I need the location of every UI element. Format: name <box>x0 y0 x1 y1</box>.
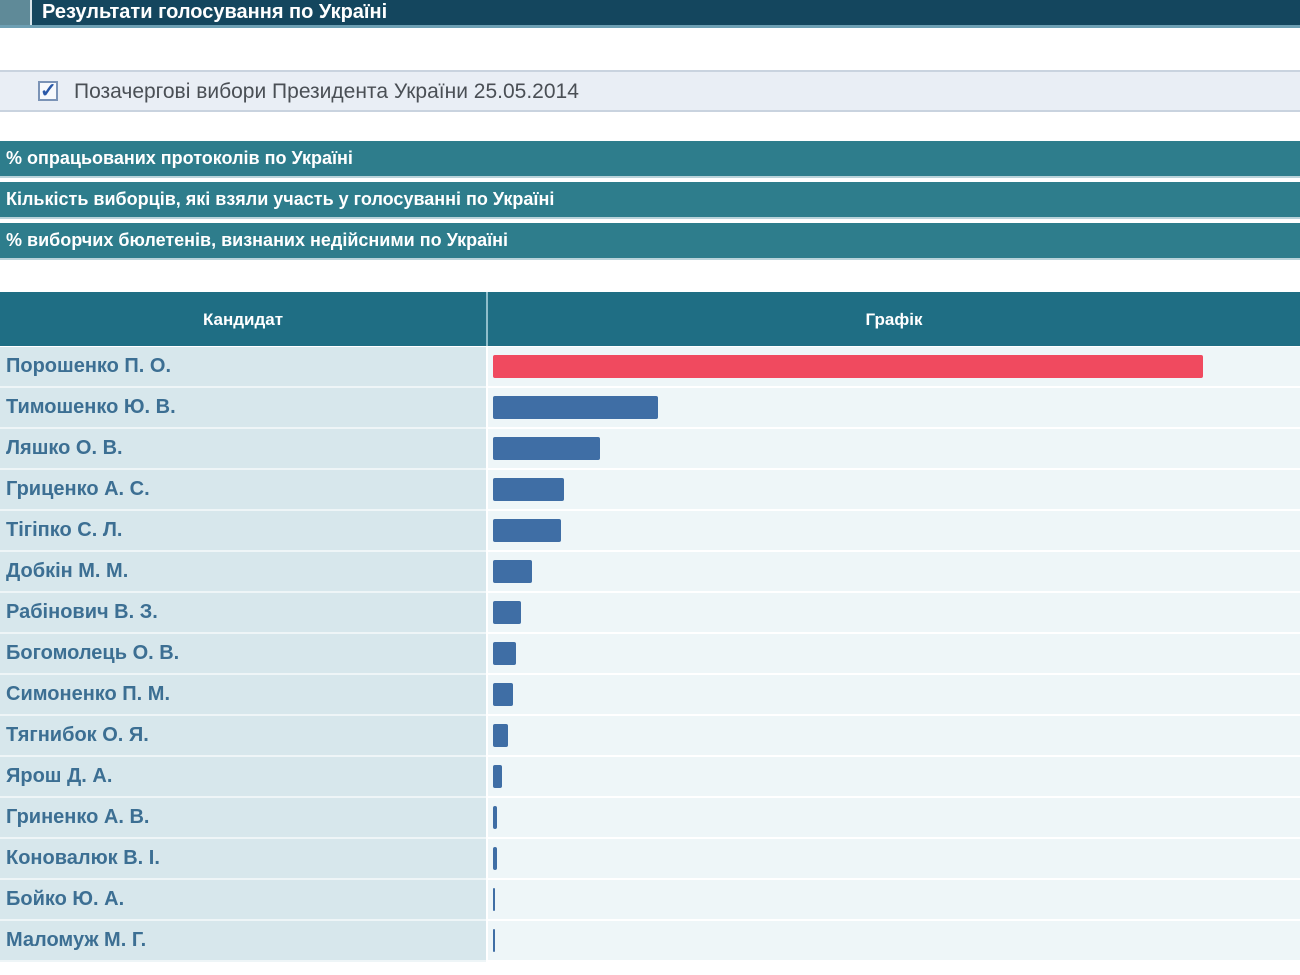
title-bar: Результати голосування по Україні <box>0 0 1300 28</box>
table-row[interactable]: Порошенко П. О. <box>0 347 1300 388</box>
election-filter[interactable]: ✓ Позачергові вибори Президента України … <box>0 70 1300 112</box>
candidate-cell: Рабінович В. З. <box>0 593 486 634</box>
vote-bar <box>493 560 532 583</box>
graph-cell <box>488 593 1300 634</box>
column-header-candidate[interactable]: Кандидат <box>202 310 284 329</box>
table-row[interactable]: Бойко Ю. А. <box>0 880 1300 921</box>
candidate-name: Бойко Ю. А. <box>6 888 125 910</box>
table-row[interactable]: Гриценко А. С. <box>0 470 1300 511</box>
vote-bar <box>493 396 658 419</box>
page-title: Результати голосування по Україні <box>42 1 388 23</box>
candidate-cell: Тимошенко Ю. В. <box>0 388 486 429</box>
table-row[interactable]: Рабінович В. З. <box>0 593 1300 634</box>
results-table-header: Кандидат Графік <box>0 292 1300 346</box>
candidate-cell: Тягнибок О. Я. <box>0 716 486 757</box>
table-row[interactable]: Ярош Д. А. <box>0 757 1300 798</box>
graph-cell <box>488 839 1300 880</box>
table-row[interactable]: Гриненко А. В. <box>0 798 1300 839</box>
candidate-name: Ярош Д. А. <box>6 765 113 787</box>
candidate-cell: Тігіпко С. Л. <box>0 511 486 552</box>
election-label: Позачергові вибори Президента України 25… <box>74 80 579 103</box>
vote-bar <box>493 519 561 542</box>
vote-bar <box>493 601 521 624</box>
graph-cell <box>488 347 1300 388</box>
table-row[interactable]: Богомолець О. В. <box>0 634 1300 675</box>
graph-cell <box>488 757 1300 798</box>
candidate-cell: Порошенко П. О. <box>0 347 486 388</box>
election-checkbox[interactable]: ✓ <box>38 80 58 102</box>
vote-bar <box>493 806 497 829</box>
section-invalid-ballots[interactable]: % виборчих бюлетенів, визнаних недійсним… <box>0 223 1300 260</box>
vote-bar <box>493 355 1203 378</box>
candidate-name: Коновалюк В. І. <box>6 847 160 869</box>
graph-cell <box>488 798 1300 839</box>
candidate-name: Гриненко А. В. <box>6 806 150 828</box>
candidate-cell: Бойко Ю. А. <box>0 880 486 921</box>
candidate-name: Добкін М. М. <box>6 560 129 582</box>
table-row[interactable]: Тігіпко С. Л. <box>0 511 1300 552</box>
graph-cell <box>488 552 1300 593</box>
table-row[interactable]: Тимошенко Ю. В. <box>0 388 1300 429</box>
vote-bar <box>493 765 502 788</box>
candidate-name: Богомолець О. В. <box>6 642 180 664</box>
vote-bar <box>493 847 497 870</box>
candidate-cell: Гриценко А. С. <box>0 470 486 511</box>
candidate-name: Маломуж М. Г. <box>6 929 147 951</box>
vote-bar <box>493 888 495 911</box>
table-row[interactable]: Маломуж М. Г. <box>0 921 1300 962</box>
table-row[interactable]: Симоненко П. М. <box>0 675 1300 716</box>
column-divider <box>486 292 488 346</box>
candidate-cell: Богомолець О. В. <box>0 634 486 675</box>
candidate-name: Гриценко А. С. <box>6 478 150 500</box>
table-row[interactable]: Тягнибок О. Я. <box>0 716 1300 757</box>
graph-cell <box>488 388 1300 429</box>
candidate-name: Тігіпко С. Л. <box>6 519 123 541</box>
candidate-name: Порошенко П. О. <box>6 355 172 377</box>
graph-cell <box>488 675 1300 716</box>
vote-bar <box>493 929 495 952</box>
candidate-name: Ляшко О. В. <box>6 437 123 459</box>
candidate-cell: Ляшко О. В. <box>0 429 486 470</box>
graph-cell <box>488 880 1300 921</box>
section-turnout[interactable]: Кількість виборців, які взяли участь у г… <box>0 182 1300 219</box>
candidate-name: Симоненко П. М. <box>6 683 170 705</box>
vote-bar <box>493 642 516 665</box>
candidate-name: Тимошенко Ю. В. <box>6 396 176 418</box>
column-header-graph[interactable]: Графік <box>865 310 923 329</box>
section-protocols[interactable]: % опрацьованих протоколів по Україні <box>0 141 1300 178</box>
candidate-cell: Симоненко П. М. <box>0 675 486 716</box>
vote-bar <box>493 683 513 706</box>
table-row[interactable]: Коновалюк В. І. <box>0 839 1300 880</box>
graph-cell <box>488 716 1300 757</box>
vote-bar <box>493 437 600 460</box>
graph-cell <box>488 921 1300 962</box>
candidate-cell: Ярош Д. А. <box>0 757 486 798</box>
graph-cell <box>488 634 1300 675</box>
vote-bar <box>493 478 564 501</box>
title-square-icon <box>0 0 32 25</box>
table-row[interactable]: Ляшко О. В. <box>0 429 1300 470</box>
candidate-cell: Маломуж М. Г. <box>0 921 486 962</box>
vote-bar <box>493 724 508 747</box>
candidate-cell: Коновалюк В. І. <box>0 839 486 880</box>
graph-cell <box>488 470 1300 511</box>
candidate-cell: Добкін М. М. <box>0 552 486 593</box>
candidate-name: Тягнибок О. Я. <box>6 724 149 746</box>
table-row[interactable]: Добкін М. М. <box>0 552 1300 593</box>
candidate-cell: Гриненко А. В. <box>0 798 486 839</box>
candidate-name: Рабінович В. З. <box>6 601 158 623</box>
graph-cell <box>488 429 1300 470</box>
graph-cell <box>488 511 1300 552</box>
